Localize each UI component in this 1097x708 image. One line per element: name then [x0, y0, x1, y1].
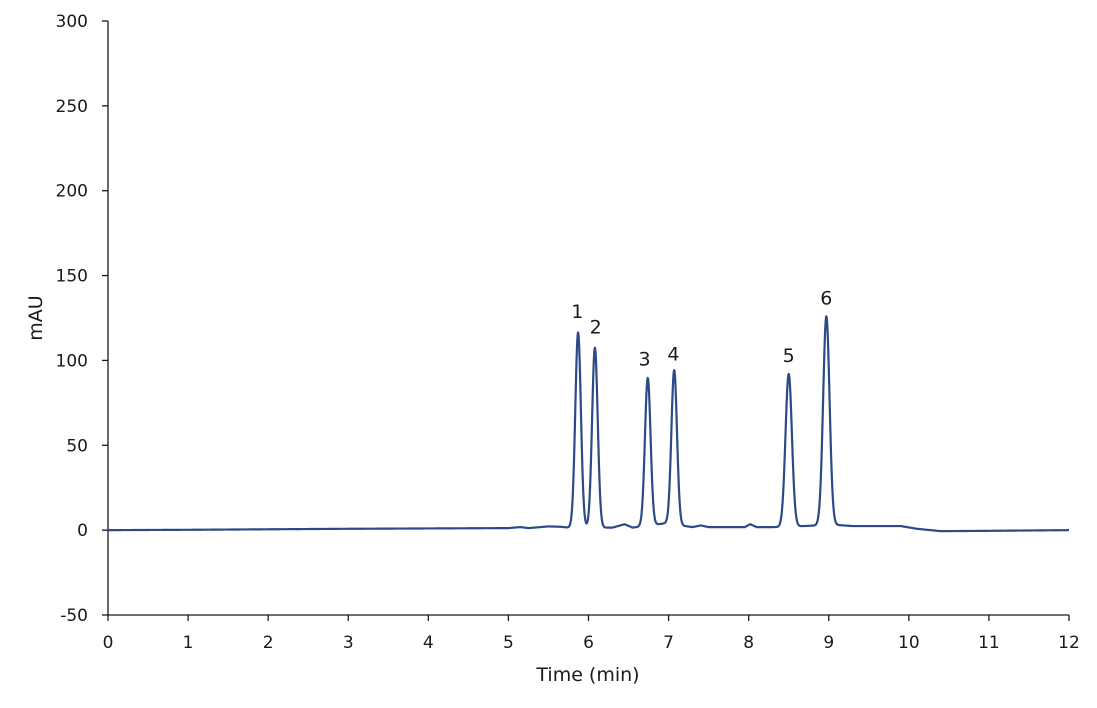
y-tick-label: 50: [66, 436, 88, 456]
x-axis-title: Time (min): [535, 664, 639, 686]
peak-label: 3: [639, 349, 651, 371]
x-tick-label: 6: [583, 633, 594, 653]
peak-label: 2: [590, 316, 602, 338]
y-tick-label: 150: [56, 267, 88, 287]
y-tick-label: 250: [56, 97, 88, 117]
x-tick-label: 2: [263, 633, 274, 653]
x-tick-label: 3: [343, 633, 354, 653]
x-tick-label: 0: [103, 633, 114, 653]
y-axis-title: mAU: [25, 295, 47, 340]
x-tick-label: 8: [743, 633, 754, 653]
x-tick-label: 9: [823, 633, 834, 653]
y-tick-label: 200: [56, 182, 88, 202]
y-axis: -50 0 50 100 150 200 250 300: [56, 12, 109, 626]
x-tick-label: 1: [183, 633, 194, 653]
peak-label: 4: [667, 343, 679, 365]
peak-label: 1: [571, 301, 583, 323]
chromatogram-trace: [107, 315, 1070, 533]
peak-labels: 123 4 56: [571, 287, 832, 370]
x-tick-label: 4: [423, 633, 434, 653]
y-tick-label: 0: [77, 521, 88, 541]
x-tick-label: 11: [978, 633, 1000, 653]
peak-label: 6: [820, 287, 832, 309]
x-tick-label: 5: [503, 633, 514, 653]
y-tick-label: -50: [60, 606, 88, 626]
peak-label: 5: [783, 345, 795, 367]
x-tick-label: 7: [663, 633, 674, 653]
y-tick-label: 100: [56, 351, 88, 371]
x-axis: 0 1 2 3 4 5 6 7 8 9 10 11 12: [103, 614, 1080, 653]
x-tick-label: 12: [1058, 633, 1080, 653]
y-tick-label: 300: [56, 12, 88, 32]
x-tick-label: 10: [898, 633, 920, 653]
